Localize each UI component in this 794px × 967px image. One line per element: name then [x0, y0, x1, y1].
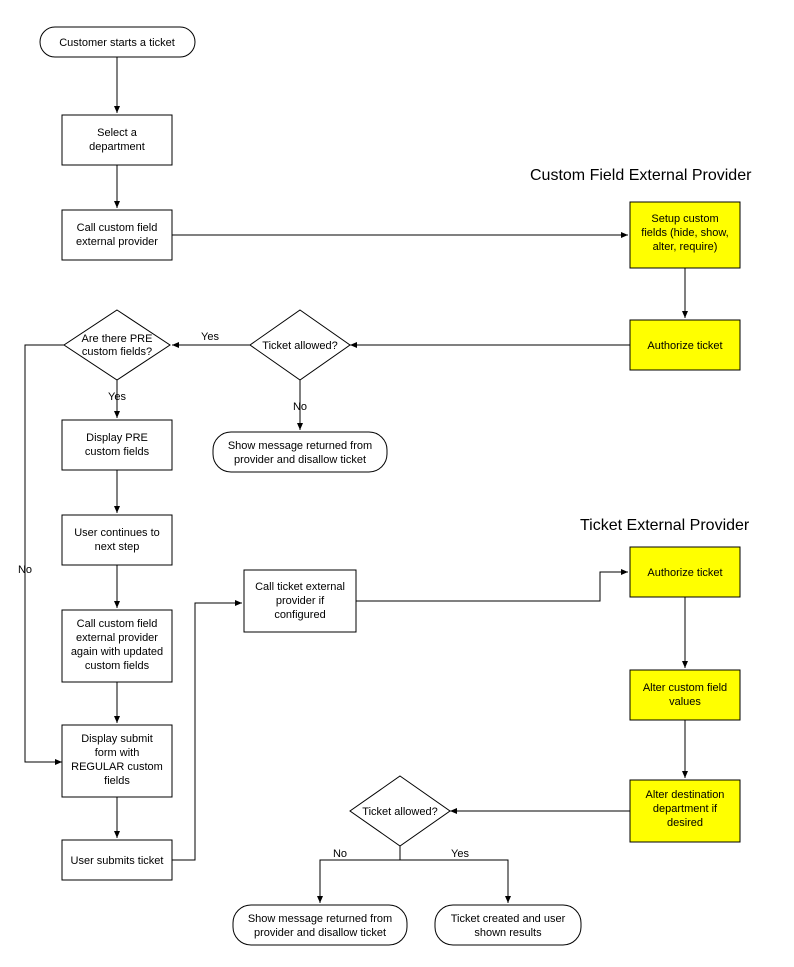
svg-text:external provider: external provider — [76, 236, 158, 248]
svg-text:external provider: external provider — [76, 632, 158, 644]
svg-text:Alter destination: Alter destination — [646, 789, 725, 801]
svg-text:again with updated: again with updated — [71, 646, 163, 658]
node-setup-cf: Setup custom fields (hide, show, alter, … — [630, 202, 740, 268]
svg-text:User submits ticket: User submits ticket — [71, 855, 164, 867]
node-pre-fields-q: Are there PRE custom fields? — [64, 310, 170, 380]
svg-text:Alter custom field: Alter custom field — [643, 682, 727, 694]
svg-text:alter, require): alter, require) — [653, 241, 718, 253]
svg-text:REGULAR custom: REGULAR custom — [71, 761, 163, 773]
node-call-cfp: Call custom field external provider — [62, 210, 172, 260]
svg-text:custom fields: custom fields — [85, 660, 150, 672]
svg-text:custom fields?: custom fields? — [82, 346, 152, 358]
node-call-cfp2: Call custom field external provider agai… — [62, 610, 172, 682]
svg-text:Select a: Select a — [97, 127, 138, 139]
edge — [356, 572, 628, 601]
svg-text:fields (hide, show,: fields (hide, show, — [641, 227, 728, 239]
node-alter-dest: Alter destination department if desired — [630, 780, 740, 842]
svg-text:Ticket allowed?: Ticket allowed? — [362, 806, 437, 818]
svg-text:desired: desired — [667, 817, 703, 829]
edge-label-yes: Yes — [201, 331, 219, 343]
edge — [172, 603, 242, 860]
svg-text:Call custom field: Call custom field — [77, 222, 158, 234]
node-select-dept: Select a department — [62, 115, 172, 165]
svg-text:department if: department if — [653, 803, 718, 815]
node-ticket-allowed-2: Ticket allowed? — [350, 776, 450, 846]
svg-text:Authorize ticket: Authorize ticket — [647, 567, 722, 579]
svg-text:fields: fields — [104, 775, 130, 787]
edge-label-no: No — [293, 401, 307, 413]
node-show-msg-1: Show message returned from provider and … — [213, 432, 387, 472]
svg-text:next step: next step — [95, 541, 140, 553]
node-call-tep: Call ticket external provider if configu… — [244, 570, 356, 632]
node-display-submit: Display submit form with REGULAR custom … — [62, 725, 172, 797]
svg-text:Setup custom: Setup custom — [651, 213, 718, 225]
svg-text:configured: configured — [274, 609, 325, 621]
svg-text:Are there PRE: Are there PRE — [82, 333, 153, 345]
node-user-submit: User submits ticket — [62, 840, 172, 880]
title-ticket-provider: Ticket External Provider — [580, 517, 750, 534]
edge-label-no: No — [333, 848, 347, 860]
svg-text:Customer starts a ticket: Customer starts a ticket — [59, 37, 175, 49]
svg-text:custom fields: custom fields — [85, 446, 150, 458]
svg-text:Call custom field: Call custom field — [77, 618, 158, 630]
node-auth2: Authorize ticket — [630, 547, 740, 597]
svg-text:Ticket created and user: Ticket created and user — [451, 913, 566, 925]
svg-text:shown results: shown results — [474, 927, 542, 939]
node-auth1: Authorize ticket — [630, 320, 740, 370]
node-show-msg-2: Show message returned from provider and … — [233, 905, 407, 945]
svg-text:User continues to: User continues to — [74, 527, 160, 539]
svg-text:form with: form with — [95, 747, 140, 759]
svg-text:Display PRE: Display PRE — [86, 432, 148, 444]
title-custom-provider: Custom Field External Provider — [530, 167, 752, 184]
node-ticket-allowed-1: Ticket allowed? — [250, 310, 350, 380]
svg-text:Call ticket external: Call ticket external — [255, 581, 345, 593]
node-user-next: User continues to next step — [62, 515, 172, 565]
svg-text:Show message returned from: Show message returned from — [228, 440, 372, 452]
edge — [25, 345, 64, 762]
svg-text:provider and disallow ticket: provider and disallow ticket — [254, 927, 386, 939]
svg-text:department: department — [89, 141, 145, 153]
flowchart-canvas: Custom Field External Provider Ticket Ex… — [0, 0, 794, 962]
svg-text:Show message returned from: Show message returned from — [248, 913, 392, 925]
edge-label-no: No — [18, 564, 32, 576]
edge-label-yes: Yes — [451, 848, 469, 860]
node-alter-cf: Alter custom field values — [630, 670, 740, 720]
edge-label-yes: Yes — [108, 391, 126, 403]
svg-text:Ticket allowed?: Ticket allowed? — [262, 340, 337, 352]
svg-text:values: values — [669, 696, 701, 708]
svg-text:Display submit: Display submit — [81, 733, 153, 745]
node-ticket-created: Ticket created and user shown results — [435, 905, 581, 945]
node-display-pre: Display PRE custom fields — [62, 420, 172, 470]
svg-text:provider if: provider if — [276, 595, 325, 607]
svg-text:Authorize ticket: Authorize ticket — [647, 340, 722, 352]
svg-text:provider and disallow ticket: provider and disallow ticket — [234, 454, 366, 466]
node-start: Customer starts a ticket — [40, 27, 195, 57]
